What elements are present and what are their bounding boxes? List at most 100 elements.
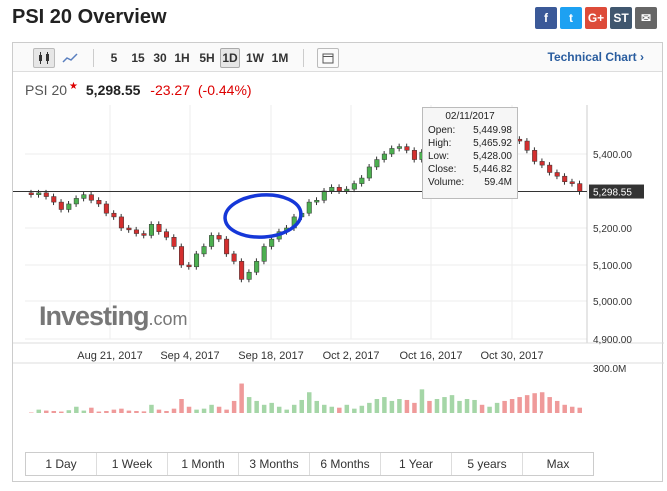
volume-bar — [509, 399, 515, 413]
candle-body — [36, 192, 42, 195]
period-1-month-button[interactable]: 1 Month — [168, 453, 239, 475]
x-tick-label: Aug 21, 2017 — [77, 350, 142, 362]
volume-label: Volume: — [428, 177, 465, 188]
candlestick-icon[interactable] — [33, 48, 55, 68]
volume-bar — [419, 389, 425, 413]
volume-bar — [51, 410, 57, 413]
line-chart-icon[interactable] — [59, 48, 81, 68]
logo-suffix: .com — [148, 309, 188, 329]
volume-bar — [111, 409, 117, 413]
volume-bar — [502, 400, 507, 413]
candle-body — [209, 235, 215, 247]
period-max-button[interactable]: Max — [546, 457, 570, 471]
volume-bar — [246, 397, 252, 413]
interval-1w-button[interactable]: 1W — [246, 51, 264, 65]
candle-body — [396, 146, 402, 149]
technical-chart-link[interactable]: Technical Chart › — [548, 50, 644, 64]
interval-1m-button[interactable]: 1M — [271, 51, 289, 65]
volume-bar — [186, 406, 192, 413]
interval-1d-button[interactable]: 1D — [220, 48, 240, 68]
volume-bar — [314, 400, 320, 413]
period-3-months-button[interactable]: 3 Months — [239, 453, 310, 475]
candle-body — [239, 261, 245, 280]
price-chart[interactable]: 5,400.00 5,200.00 5,100.00 5,000.00 4,900.00… — [13, 43, 664, 413]
candle-body — [88, 194, 94, 201]
candle-body — [141, 233, 147, 236]
volume-tick-label: 300.0M — [593, 364, 626, 375]
y-tick-label: 5,100.00 — [593, 261, 632, 272]
y-tick-label: 5,400.00 — [593, 150, 632, 161]
volume-bar — [487, 406, 492, 413]
period-5-years-button[interactable]: 5 years — [452, 453, 523, 475]
x-tick-label: Oct 30, 2017 — [481, 350, 544, 362]
period-1-week-button[interactable]: 1 Week — [97, 453, 168, 475]
volume-bar — [66, 410, 72, 413]
twitter-icon[interactable]: t — [560, 7, 582, 29]
chevron-right-icon: › — [640, 50, 644, 64]
candle-body — [532, 150, 538, 162]
page-title: PSI 20 Overview — [12, 6, 167, 28]
high-label: High: — [428, 138, 452, 149]
price-change: -23.27 — [150, 82, 190, 98]
volume-bar — [472, 399, 477, 413]
volume-bar — [457, 400, 462, 413]
volume-value: 59.4M — [484, 177, 512, 188]
candle-body — [411, 150, 417, 160]
close-label: Close: — [428, 164, 457, 175]
y-tick-label: 4,900.00 — [593, 335, 632, 346]
candle-body — [336, 187, 342, 192]
candle-body — [163, 231, 169, 238]
email-icon[interactable]: ✉ — [635, 7, 657, 29]
candle-body — [554, 172, 560, 177]
candle-body — [539, 161, 545, 166]
volume-bar — [539, 392, 545, 413]
volume-bar — [329, 406, 335, 413]
volume-bar — [322, 404, 327, 413]
interval-5h-button[interactable]: 5H — [199, 51, 215, 65]
candle-body — [126, 227, 132, 231]
period-1-year-button[interactable]: 1 Year — [381, 453, 452, 475]
facebook-icon[interactable]: f — [535, 7, 557, 29]
candle-body — [43, 192, 49, 197]
candle-body — [321, 190, 327, 201]
interval-1h-button[interactable]: 1H — [174, 51, 190, 65]
volume-bar — [569, 406, 575, 413]
candle-body — [103, 203, 109, 214]
candle-body — [133, 229, 139, 234]
period-6-months-button[interactable]: 6 Months — [310, 453, 381, 475]
candle-body — [186, 264, 192, 268]
volume-bar — [209, 404, 214, 413]
volume-bar — [367, 402, 372, 413]
volume-bar — [389, 400, 395, 413]
open-value: 5,449.98 — [473, 125, 512, 136]
google-plus-icon[interactable]: G+ — [585, 7, 607, 29]
annotation-circle — [223, 193, 303, 239]
interval-15-button[interactable]: 15 — [131, 51, 145, 65]
volume-bar — [352, 408, 357, 413]
stocktwits-icon[interactable]: ST — [610, 7, 632, 29]
interval-30-button[interactable]: 30 — [153, 51, 167, 65]
interval-5-button[interactable]: 5 — [110, 51, 118, 65]
low-label: Low: — [428, 151, 450, 162]
volume-bar — [337, 407, 342, 413]
candle-body — [179, 246, 185, 266]
candle-body — [329, 187, 335, 192]
x-tick-label: Oct 2, 2017 — [323, 350, 380, 362]
volume-bar — [269, 402, 274, 413]
star-icon: ★ — [69, 81, 78, 92]
share-bar: f t G+ ST ✉ — [535, 7, 657, 29]
candle-body — [562, 175, 568, 182]
candle-body — [344, 188, 350, 192]
toolbar-separator — [93, 49, 94, 67]
current-price-tag — [589, 184, 644, 199]
candle-body — [224, 238, 230, 255]
volume-bar — [284, 409, 289, 413]
candle-body — [58, 201, 64, 210]
period-1-day-button[interactable]: 1 Day — [26, 453, 97, 475]
calendar-icon[interactable] — [317, 48, 339, 68]
volume-bar — [141, 411, 147, 413]
period-selector: 1 Day 1 Week 1 Month 3 Months 6 Months 1 Year… — [25, 452, 594, 476]
toolbar-separator — [303, 49, 304, 67]
candle-body — [111, 212, 117, 218]
volume-bar — [74, 406, 79, 413]
